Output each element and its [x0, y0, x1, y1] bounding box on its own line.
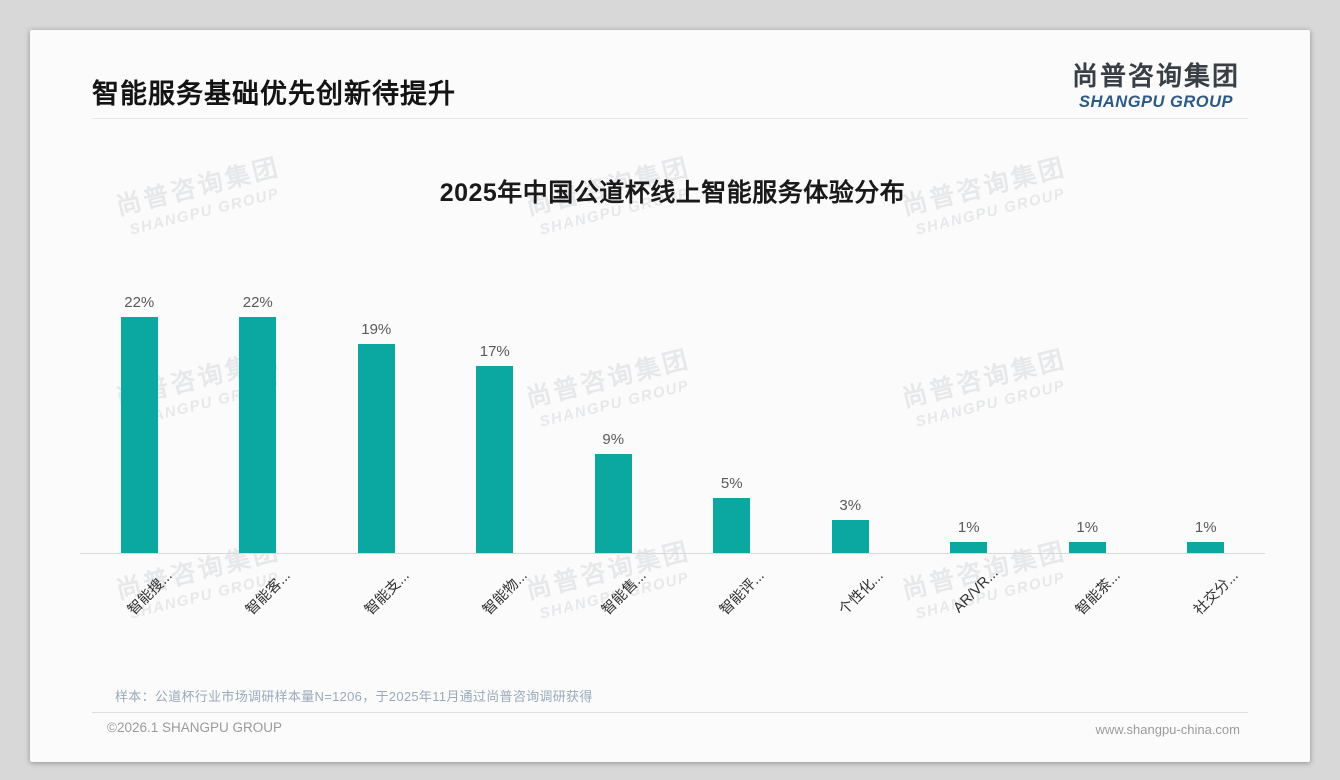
bar-value-label: 17%: [479, 343, 510, 360]
slide: 尚普咨询集团 SHANGPU GROUP 尚普咨询集团 SHANGPU GROUP 尚普…: [30, 30, 1310, 762]
bar: [357, 344, 395, 553]
bar-value-label: 1%: [1194, 519, 1217, 536]
bar-value-label: 22%: [242, 294, 273, 311]
bar-value-label: 1%: [957, 519, 980, 536]
bar: [120, 317, 158, 553]
bar-column: 1% AR/VR...: [910, 294, 1029, 616]
bar-column: 9% 智能售...: [554, 294, 673, 618]
bar: [1187, 542, 1225, 553]
copyright-text: ©2026.1 SHANGPU GROUP: [107, 720, 283, 735]
bar-value-label: 9%: [602, 431, 625, 448]
x-axis-label: AR/VR...: [950, 565, 1003, 617]
website-text: www.shangpu-china.com: [1095, 722, 1240, 737]
bar: [239, 317, 277, 553]
bar-value-label: 19%: [361, 321, 392, 338]
bar-value-label: 3%: [839, 497, 862, 514]
sample-note: 样本：公道杯行业市场调研样本量N=1206，于2025年11月通过尚普咨询调研获…: [115, 689, 593, 704]
x-axis-label: 智能客...: [243, 567, 294, 619]
logo: 尚普咨询集团 SHANGPU GROUP: [1072, 56, 1240, 112]
bar-column: 5% 智能评...: [673, 294, 792, 618]
x-axis-label: 智能物...: [480, 567, 531, 619]
bar: [1068, 542, 1106, 553]
x-axis-label: 智能茶...: [1072, 567, 1124, 619]
chart-title: 2025年中国公道杯线上智能服务体验分布: [439, 179, 906, 207]
bar-column: 3% 个性化...: [791, 294, 910, 618]
bar: [594, 454, 632, 553]
bar-column: 1% 智能茶...: [1028, 294, 1147, 618]
logo-english-text: SHANGPU GROUP: [1078, 93, 1234, 111]
bar: [476, 366, 514, 553]
x-axis-label: 智能搜...: [124, 567, 176, 619]
bar: [713, 498, 751, 553]
bar-column: 1% 社交分...: [1147, 294, 1266, 618]
bar-value-label: 5%: [720, 475, 743, 492]
bar-column: 22% 智能搜...: [80, 294, 199, 618]
x-axis-label: 智能评...: [717, 567, 768, 619]
bar-value-label: 22%: [124, 294, 155, 311]
bar-chart-plot: 22% 智能搜... 22% 智能客... 19% 智能支... 17% 智能物... 9% 智能…: [80, 294, 1266, 618]
page-title: 智能服务基础优先创新待提升: [92, 79, 456, 109]
x-axis-label: 智能支...: [361, 567, 413, 619]
header-divider: [92, 118, 1248, 119]
bar: [950, 542, 988, 553]
bar-value-label: 1%: [1076, 519, 1099, 536]
footer-divider: [92, 712, 1248, 713]
bar-column: 17% 智能物...: [436, 294, 555, 618]
bar: [831, 520, 869, 553]
bar-column: 22% 智能客...: [199, 294, 318, 618]
x-axis-label: 个性化...: [835, 567, 887, 619]
bar-column: 19% 智能支...: [317, 294, 436, 618]
logo-chinese-text: 尚普咨询集团: [1071, 61, 1240, 91]
x-axis-label: 社交分...: [1191, 567, 1242, 619]
x-axis-label: 智能售...: [598, 567, 650, 619]
